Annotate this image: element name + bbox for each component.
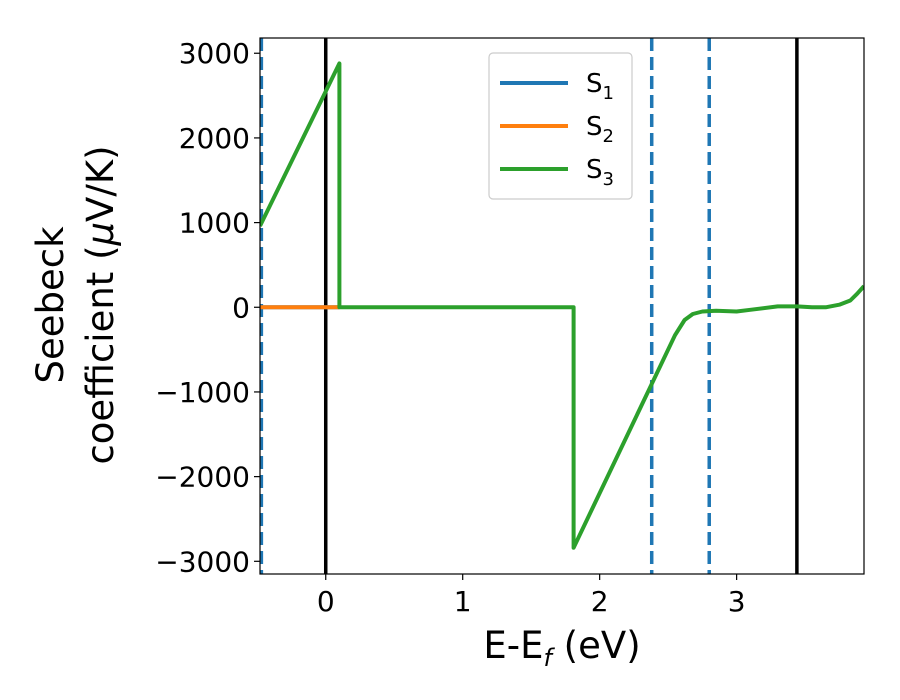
y-tick-label: 1000 [179,207,250,240]
x-tick-label: 3 [728,585,746,618]
legend-label-1: S1 [586,69,614,104]
y-axis-label: Seebeck coefficient (μV/K) [29,145,122,464]
plot-frame [259,37,865,575]
plot-area [260,38,864,574]
legend-label-2: S2 [586,112,614,147]
y-tick-label: 3000 [179,37,250,70]
legend-label-3: S3 [586,155,614,190]
x-tick-label: 0 [317,585,335,618]
x-tick-label: 2 [591,585,609,618]
series-line-3 [260,61,864,550]
axes: 0 1 2 3 3000 2000 1000 0 −1000 −2000 −3000 [155,37,865,618]
x-axis-label: E-Ef (eV) [483,624,640,672]
y-axis-label-line2: coefficient (μV/K) [79,145,122,464]
y-tick-label: −1000 [155,376,250,409]
legend: S1 S2 S3 [488,52,633,200]
y-tick-label: −3000 [155,545,250,578]
y-axis-label-line1: Seebeck [29,226,72,384]
x-tick-label: 1 [454,585,472,618]
y-tick-label: 0 [232,291,250,324]
y-tick-label: 2000 [179,122,250,155]
y-tick-label: −2000 [155,461,250,494]
